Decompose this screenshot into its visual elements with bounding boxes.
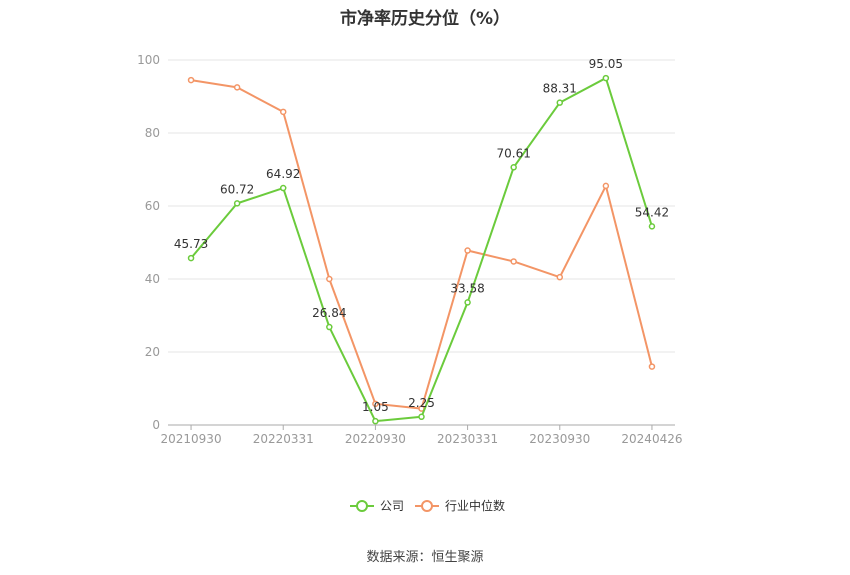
legend-swatch-marker: [421, 500, 433, 512]
x-tick-label: 20220331: [253, 432, 314, 446]
y-tick-label: 80: [145, 126, 160, 140]
data-label: 2.25: [408, 396, 435, 410]
data-point: [510, 258, 517, 265]
legend-label: 行业中位数: [445, 498, 505, 513]
x-tick-label: 20230331: [437, 432, 498, 446]
data-point: [556, 273, 564, 281]
y-tick-label: 100: [137, 53, 160, 67]
data-label: 33.58: [450, 281, 484, 295]
data-point: [187, 76, 195, 84]
data-label: 1.05: [362, 400, 389, 414]
data-point: [464, 247, 471, 254]
data-label: 54.42: [635, 205, 669, 219]
data-label: 88.31: [543, 82, 577, 96]
data-point: [279, 108, 287, 116]
chart-title: 市净率历史分位（%）: [339, 9, 511, 29]
data-point: [233, 84, 241, 91]
data-label: 70.61: [497, 146, 531, 160]
data-point: [326, 275, 333, 283]
series-line: [190, 77, 653, 423]
data-point: [602, 182, 610, 190]
y-tick-label: 20: [145, 345, 160, 359]
y-tick-label: 60: [145, 199, 160, 213]
x-tick-label: 20230930: [529, 432, 590, 446]
data-point: [648, 363, 656, 370]
data-point: [648, 223, 656, 230]
data-source: 数据来源：恒生聚源: [366, 550, 484, 565]
x-tick-label: 20210930: [161, 432, 222, 446]
legend-label: 公司: [380, 499, 404, 513]
data-point: [326, 323, 333, 331]
series-line: [190, 79, 653, 410]
data-point: [556, 99, 564, 106]
x-tick-label: 20220930: [345, 432, 406, 446]
data-point: [187, 254, 195, 262]
data-point: [372, 417, 379, 425]
data-point: [372, 400, 379, 408]
data-label: 26.84: [312, 306, 346, 320]
data-point: [233, 200, 241, 207]
legend-swatch-marker: [356, 500, 368, 512]
data-point: [418, 413, 425, 421]
data-point: [602, 74, 610, 82]
y-tick-label: 0: [152, 418, 160, 432]
data-point: [279, 184, 287, 192]
data-label: 95.05: [589, 57, 623, 71]
x-tick-label: 20240426: [621, 432, 682, 446]
data-label: 64.92: [266, 167, 300, 181]
data-point: [464, 299, 471, 306]
data-label: 60.72: [220, 182, 254, 196]
y-tick-label: 40: [145, 272, 160, 286]
data-point: [510, 164, 517, 171]
data-label: 45.73: [174, 237, 208, 251]
